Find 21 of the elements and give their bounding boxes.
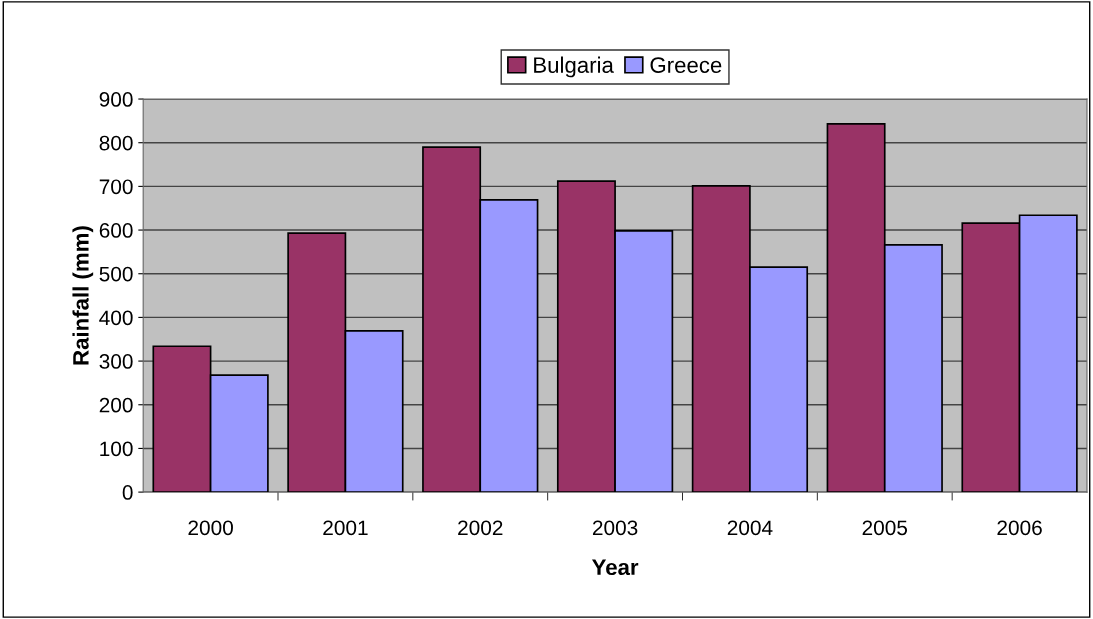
y-tick-label: 200 <box>99 397 133 413</box>
y-tick-label: 600 <box>99 223 133 238</box>
y-tick-label: 500 <box>99 266 133 282</box>
y-tick-label: 100 <box>100 441 133 457</box>
y-tick-label: 0 <box>122 485 133 500</box>
x-tick-label: 2006 <box>997 520 1042 536</box>
x-tick-label: 2004 <box>727 520 773 536</box>
y-tick-label: 700 <box>99 179 133 195</box>
x-tick-label: 2000 <box>188 520 233 536</box>
legend-label: Greece <box>650 57 722 73</box>
y-tick-label: 400 <box>99 310 133 326</box>
x-tick-label: 2002 <box>458 520 503 536</box>
legend-label: Bulgaria <box>534 56 614 78</box>
y-axis-title: Rainfall (mm) <box>72 226 94 365</box>
x-tick-label: 2003 <box>592 520 638 536</box>
y-tick-label: 800 <box>99 135 133 151</box>
x-axis-title: Year <box>591 559 639 576</box>
y-tick-label: 900 <box>99 92 133 107</box>
x-tick-label: 2001 <box>323 520 368 536</box>
y-tick-label: 300 <box>99 354 133 369</box>
x-tick-label: 2005 <box>862 520 908 536</box>
